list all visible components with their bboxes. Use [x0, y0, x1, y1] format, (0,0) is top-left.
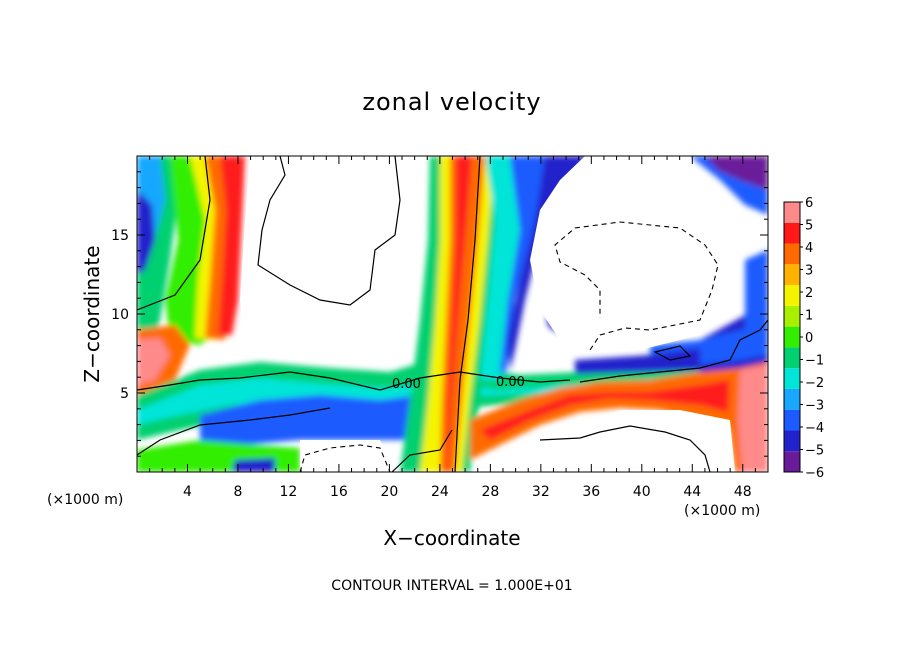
x-tick-label: 4 — [183, 484, 192, 500]
colorbar-label: −5 — [805, 444, 824, 459]
x-tick-label: 36 — [582, 484, 600, 500]
colorbar-label: −4 — [805, 421, 824, 436]
heatmap-field: 0.00 0.00 — [137, 156, 768, 472]
x-tick-label: 8 — [233, 484, 242, 500]
colorbar-label: 3 — [805, 264, 813, 279]
colorbar-label: −1 — [805, 354, 824, 369]
x-unit-label-right: (×1000 m) — [684, 503, 761, 519]
negative-contours — [299, 221, 719, 472]
colorbar-swatch — [784, 347, 800, 369]
colorbar-swatch — [784, 388, 800, 410]
colorbar-swatch — [784, 326, 800, 348]
x-tick-label: 16 — [330, 484, 348, 500]
colorbar-swatch — [784, 430, 800, 452]
colorbar-label: 6 — [805, 196, 813, 211]
colorbar-label: 5 — [805, 219, 813, 234]
x-tick-label: 44 — [683, 484, 701, 500]
contour-interval-note: CONTOUR INTERVAL = 1.000E+01 — [331, 578, 573, 594]
y-tick-label: 5 — [120, 386, 129, 402]
x-unit-label-left: (×1000 m) — [47, 492, 124, 508]
x-tick-label: 24 — [431, 484, 449, 500]
colorbar-label: 4 — [805, 241, 813, 256]
colorbar-label: 0 — [805, 331, 813, 346]
colorbar-label: −2 — [805, 376, 824, 391]
colorbar-swatch — [784, 285, 800, 306]
colorbar-swatch — [784, 451, 800, 472]
contour-label-2: 0.00 — [496, 375, 525, 390]
colorbar-swatch — [784, 305, 800, 327]
y-axis-ticks: 5 10 15 — [111, 171, 768, 457]
colorbar-swatch — [784, 222, 800, 244]
x-tick-label: 40 — [633, 484, 651, 500]
chart-title: zonal velocity — [362, 88, 542, 116]
colorbar-swatch — [784, 243, 800, 265]
colorbar-swatch — [784, 368, 800, 389]
colorbar: 6 5 4 3 2 1 0 −1 −2 −3 −4 −5 −6 — [783, 196, 824, 481]
y-tick-label: 10 — [111, 307, 129, 323]
colorbar-swatch — [784, 202, 800, 223]
x-tick-label: 48 — [734, 484, 752, 500]
colorbar-label: 1 — [805, 309, 813, 324]
colorbar-label: −3 — [805, 399, 824, 414]
colorbar-swatch — [784, 409, 800, 431]
y-tick-label: 15 — [111, 228, 129, 244]
x-tick-label: 32 — [532, 484, 550, 500]
x-tick-label: 28 — [481, 484, 499, 500]
x-axis-ticks: 4 8 12 16 20 24 28 32 36 40 44 48 — [149, 156, 756, 500]
x-tick-label: 12 — [280, 484, 298, 500]
colorbar-label: −6 — [805, 466, 824, 481]
contour-lines — [137, 156, 768, 472]
x-tick-label: 20 — [380, 484, 398, 500]
x-axis-label: X−coordinate — [383, 526, 521, 550]
colorbar-swatch — [784, 264, 800, 286]
colorbar-label: 2 — [805, 286, 813, 301]
contour-label-1: 0.00 — [392, 377, 421, 392]
